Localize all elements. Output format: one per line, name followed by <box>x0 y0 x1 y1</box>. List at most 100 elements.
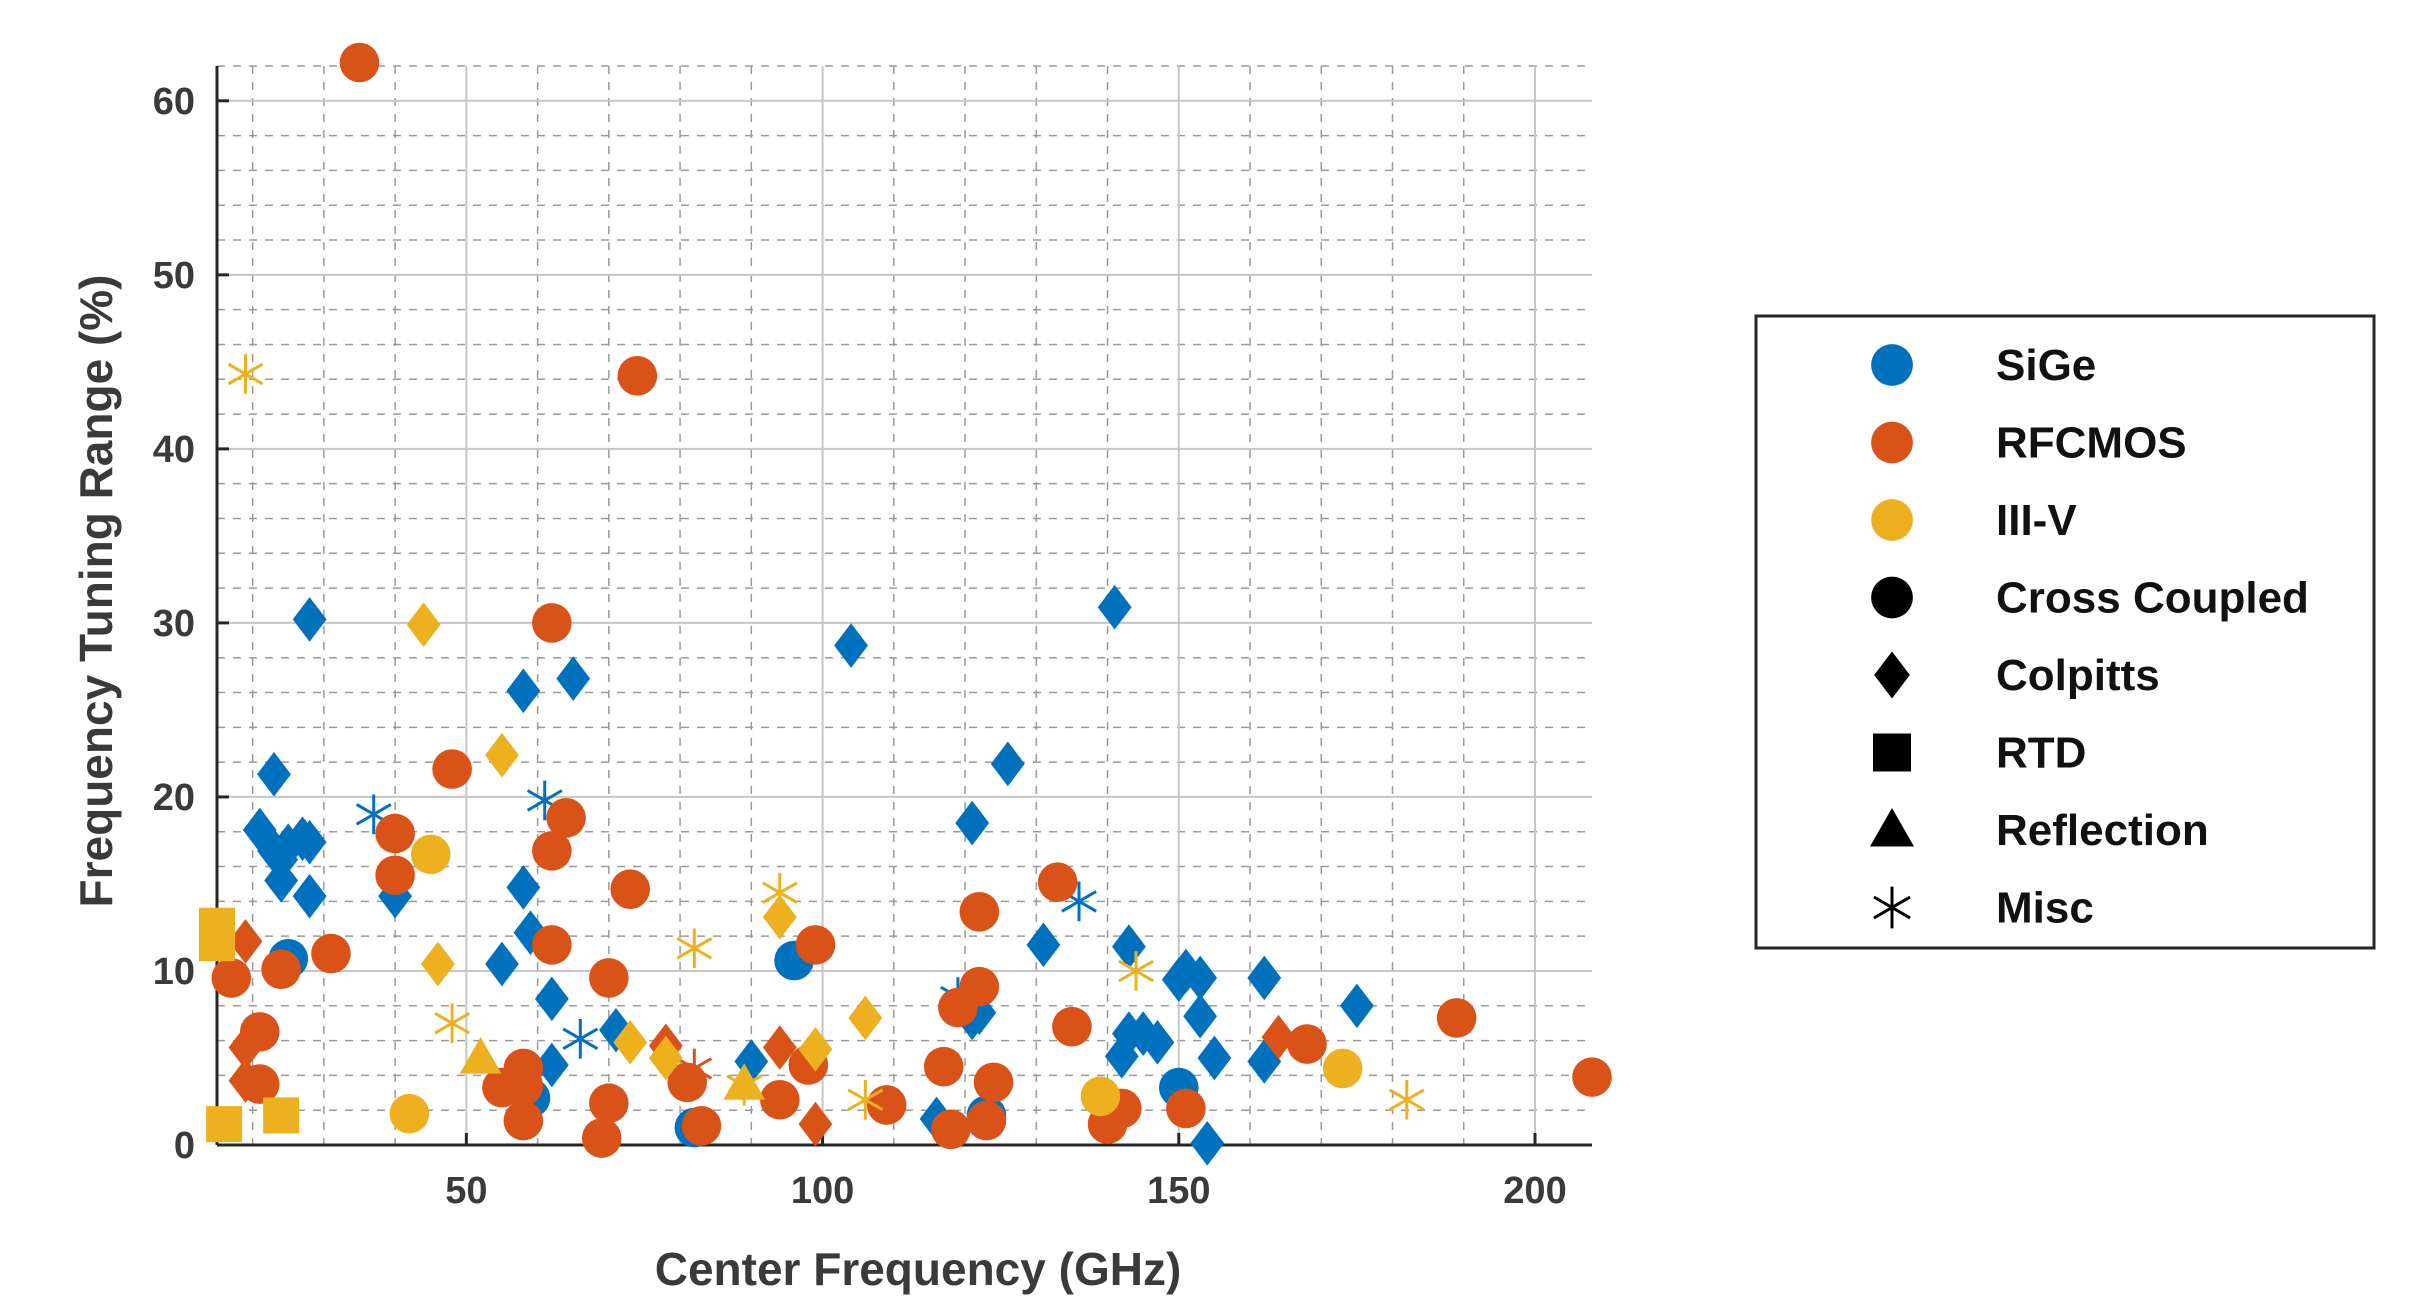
data-point <box>485 941 519 987</box>
x-tick-label: 150 <box>1147 1170 1210 1212</box>
data-point <box>681 1106 722 1146</box>
data-point <box>292 873 327 919</box>
data-point <box>526 780 563 821</box>
y-axis-title: Frequency Tuning Range (%) <box>70 275 122 908</box>
data-point <box>503 1100 544 1141</box>
data-point <box>1097 584 1132 630</box>
series-iii-v-misc <box>227 354 1425 1120</box>
data-point <box>375 813 415 854</box>
data-point <box>1572 1057 1612 1097</box>
legend-label: III-V <box>1996 496 2077 545</box>
data-point <box>228 1058 263 1103</box>
series-rfcmos-cross-coupled <box>211 42 1612 1158</box>
data-point <box>534 976 569 1022</box>
data-point <box>482 1067 522 1108</box>
data-point <box>420 941 455 987</box>
legend-marker <box>1873 886 1911 929</box>
legend-label: Reflection <box>1996 806 2209 855</box>
data-point <box>847 1079 884 1120</box>
data-point <box>1436 998 1477 1038</box>
series-sige-colpitts <box>242 584 1374 1166</box>
data-point <box>311 933 351 974</box>
legend: SiGe RFCMOS III-V Cross Coupled Colpitts RTD R… <box>1754 314 2376 950</box>
data-point <box>1026 922 1061 968</box>
data-point <box>1140 1020 1175 1065</box>
y-tick-label: 40 <box>153 429 195 471</box>
legend-item: RFCMOS <box>1871 419 2187 468</box>
data-point <box>667 1062 708 1103</box>
legend-label: RFCMOS <box>1996 419 2187 468</box>
series-iii-v-cross-coupled <box>389 834 1363 1134</box>
data-point <box>959 966 1000 1007</box>
legend-item: Reflection <box>1869 806 2209 855</box>
data-point <box>263 1097 300 1134</box>
data-point <box>459 1037 502 1074</box>
data-point <box>355 794 392 835</box>
data-point <box>1168 948 1203 994</box>
data-point <box>228 1025 263 1070</box>
x-tick-label: 50 <box>445 1170 487 1212</box>
data-point <box>1247 955 1282 1001</box>
data-point <box>257 751 291 797</box>
data-point <box>1261 1014 1296 1060</box>
data-point <box>1190 1120 1225 1166</box>
data-point <box>923 1046 964 1087</box>
data-point <box>1197 1035 1232 1081</box>
legend-label: Misc <box>1996 884 2094 933</box>
legend-item: RTD <box>1873 729 2086 778</box>
data-point <box>434 1003 471 1044</box>
data-point <box>581 1118 622 1158</box>
data-point <box>1166 1088 1206 1129</box>
data-point <box>795 925 836 965</box>
data-point <box>1052 1006 1092 1047</box>
legend-marker <box>1871 344 1913 386</box>
data-point <box>1322 1048 1363 1089</box>
data-point <box>1037 862 1078 903</box>
legend-marker <box>1869 807 1915 847</box>
data-point <box>1183 993 1218 1039</box>
series-rfcmos-misc <box>676 1048 713 1089</box>
legend-marker <box>1871 421 1913 464</box>
legend-item: SiGe <box>1871 341 2096 390</box>
data-point <box>227 354 264 394</box>
legend-label: SiGe <box>1996 341 2096 390</box>
data-point <box>973 1062 1014 1103</box>
data-point <box>613 1020 648 1065</box>
data-point <box>762 894 797 940</box>
data-point <box>242 807 277 853</box>
data-point <box>648 1035 683 1081</box>
legend-item: Misc <box>1873 884 2094 933</box>
data-point <box>389 1093 430 1134</box>
x-tick-label: 100 <box>791 1170 854 1212</box>
data-point <box>532 831 572 871</box>
data-point <box>506 865 541 910</box>
data-point <box>762 1025 797 1070</box>
data-point <box>610 869 651 909</box>
data-point <box>966 1100 1007 1141</box>
data-point <box>546 798 586 838</box>
data-point <box>726 1065 763 1106</box>
data-point <box>676 1048 713 1089</box>
data-point <box>1388 1079 1425 1120</box>
data-point <box>990 741 1025 787</box>
data-point <box>410 834 451 875</box>
legend-item: Cross Coupled <box>1871 574 2309 623</box>
data-point <box>264 858 299 903</box>
data-point <box>1080 1076 1121 1117</box>
y-tick-label: 60 <box>153 81 195 123</box>
series-iii-v-rtd <box>199 907 300 1143</box>
data-point <box>228 919 263 964</box>
y-tick-label: 50 <box>153 255 195 297</box>
data-point <box>513 910 548 956</box>
data-point <box>1118 951 1154 991</box>
data-points <box>199 42 1612 1166</box>
data-point <box>760 1079 800 1120</box>
legend-box <box>1754 314 2376 950</box>
x-axis-title: Center Frequency (GHz) <box>655 1243 1182 1295</box>
data-point <box>292 597 327 642</box>
legend-marker <box>1874 651 1910 699</box>
data-point <box>562 1018 599 1059</box>
data-point <box>1287 1024 1327 1064</box>
data-point <box>761 872 798 913</box>
data-point <box>1126 1011 1161 1056</box>
